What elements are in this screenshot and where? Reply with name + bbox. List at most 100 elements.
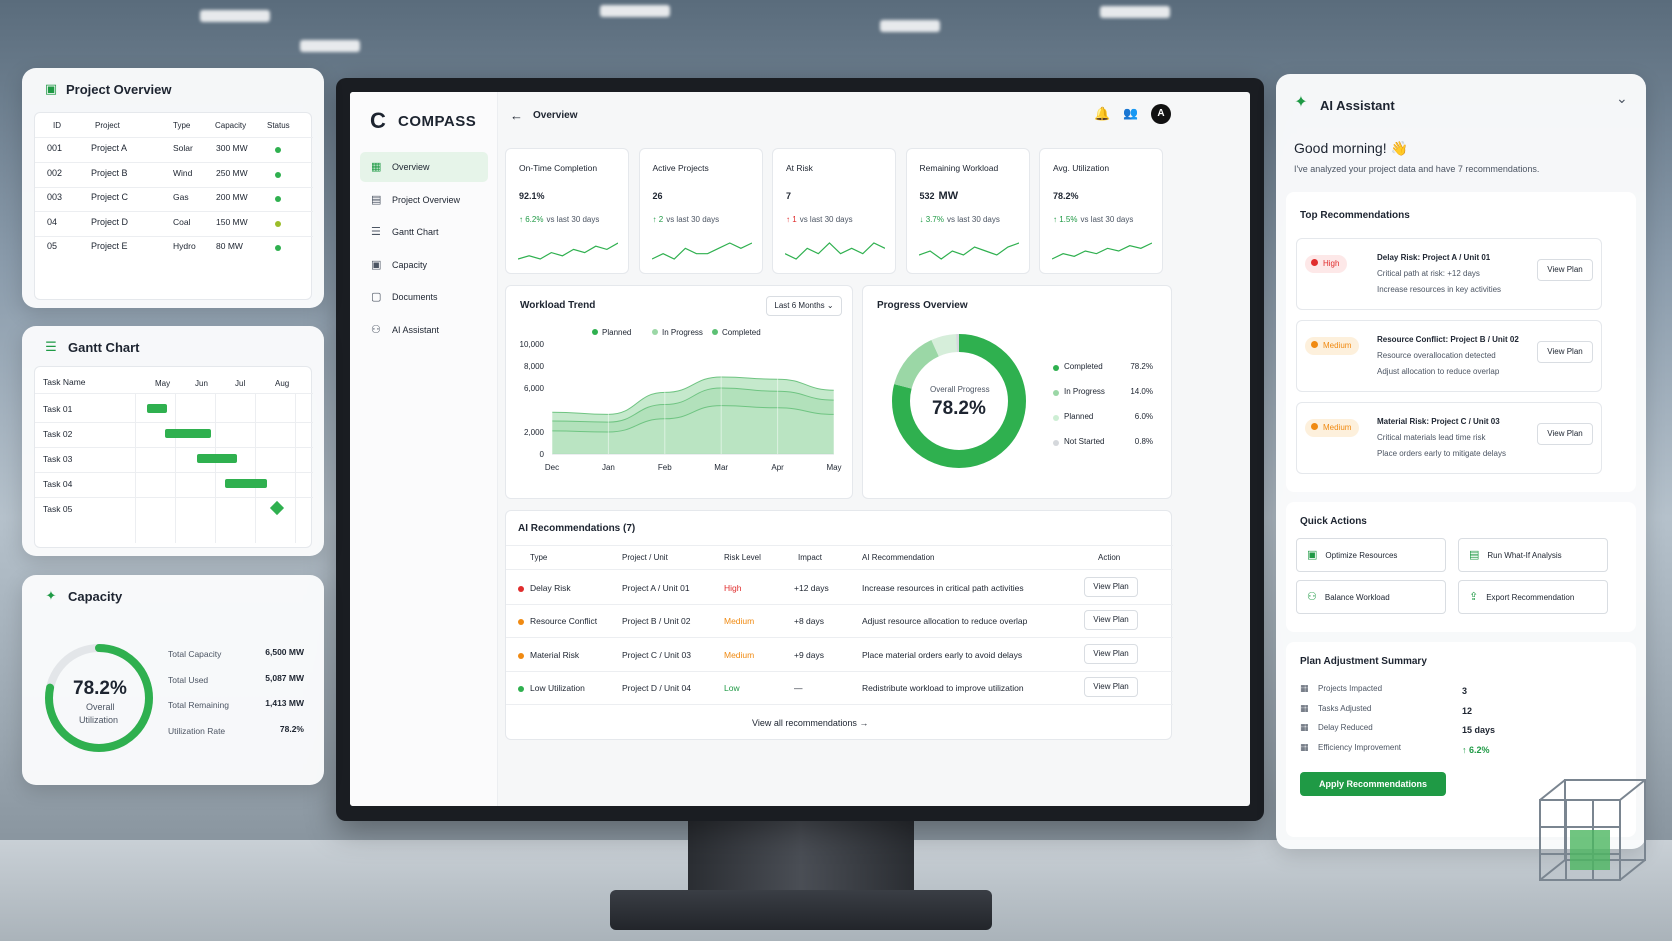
greeting: Good morning! 👋 (1294, 140, 1408, 156)
table-row[interactable]: Material Risk Project C / Unit 03 Medium +9… (506, 640, 1173, 672)
view-all-link[interactable]: View all recommendations → (752, 718, 868, 728)
donut-slice-not-started[interactable] (892, 334, 1026, 468)
nav-item-label: Gantt Chart (392, 227, 439, 238)
area-completed (552, 405, 834, 454)
gantt-task-header: Task Name (43, 377, 86, 387)
gantt-bar[interactable] (147, 404, 167, 413)
gantt-bar[interactable] (225, 479, 267, 488)
rec-text: Increase resources in critical path acti… (862, 583, 1024, 593)
legend-value: 6.0% (1134, 412, 1153, 421)
recs-title: AI Recommendations (7) (518, 523, 636, 534)
view-plan-button[interactable]: View Plan (1537, 423, 1593, 445)
kpi-card[interactable]: Remaining Workload 532 MW ↓ 3.7% vs last 30 … (905, 148, 1030, 274)
gantt-task-name: Task 01 (43, 404, 73, 414)
chevron-down-icon[interactable]: ⌄ (1616, 90, 1628, 106)
row-type: Gas (173, 192, 189, 202)
nav-item-gantt-chart[interactable]: ☰ Gantt Chart (360, 217, 488, 247)
rec-project: Project C / Unit 03 (622, 649, 691, 660)
section-title: Quick Actions (1300, 516, 1367, 527)
recommendation-card[interactable]: Medium Material Risk: Project C / Unit 03… (1296, 402, 1602, 474)
rec-risk-level: High (724, 583, 742, 593)
x-tick-label: Jan (602, 463, 615, 472)
row-type: Hydro (173, 241, 196, 251)
kpi-card[interactable]: Active Projects 26 ↑ 2 vs last 30 days (638, 148, 763, 274)
nav-item-ai-assistant[interactable]: ⚇ AI Assistant (360, 315, 488, 345)
monitor-stand (688, 821, 914, 893)
quick-action-button[interactable]: ⚇ Balance Workload (1296, 580, 1446, 614)
recommendation-card[interactable]: Medium Resource Conflict: Project B / Uni… (1296, 320, 1602, 392)
brand-name[interactable]: COMPASS (398, 113, 477, 130)
top-recommendations-section: Top Recommendations High Delay Risk: Proj… (1286, 192, 1636, 492)
kpi-card[interactable]: On-Time Completion 92.1% ↑ 6.2% vs last 30 … (505, 148, 629, 274)
capacity-stat-label: Total Capacity (168, 649, 222, 659)
recommendation-action-text: Place orders early to mitigate delays (1377, 449, 1506, 458)
table-header: Project (95, 121, 120, 130)
nav-item-documents[interactable]: ▢ Documents (360, 282, 488, 312)
back-arrow-icon[interactable]: ← (510, 108, 523, 123)
nav-item-project-overview[interactable]: ▤ Project Overview (360, 185, 488, 215)
table-row[interactable]: 003 Project C Gas 200 MW (35, 188, 313, 212)
legend-label: In Progress (1064, 387, 1105, 396)
view-plan-button[interactable]: View Plan (1537, 259, 1593, 281)
gantt-bar[interactable] (197, 454, 237, 463)
legend-swatch (652, 329, 658, 335)
area-planned (552, 377, 834, 454)
gantt-bar[interactable] (165, 429, 211, 438)
x-tick-label: May (826, 463, 841, 472)
nav-item-label: Documents (392, 292, 438, 303)
view-plan-button[interactable]: View Plan (1084, 676, 1138, 697)
users-icon[interactable]: 👥 (1123, 106, 1138, 120)
rec-text: Place material orders early to avoid del… (862, 649, 1023, 660)
nav-item-capacity[interactable]: ▣ Capacity (360, 250, 488, 280)
apply-recommendations-button[interactable]: Apply Recommendations (1300, 772, 1446, 796)
view-plan-button[interactable]: View Plan (1084, 610, 1138, 631)
table-row[interactable]: 002 Project B Wind 250 MW (35, 164, 313, 188)
sparkle-icon: ✦ (45, 588, 57, 603)
kpi-value: 92.1% (519, 183, 545, 205)
quick-action-button[interactable]: ⇪ Export Recommendation (1458, 580, 1608, 614)
table-row[interactable]: 04 Project D Coal 150 MW (35, 213, 313, 237)
kpi-card[interactable]: Avg. Utilization 78.2% ↑ 1.5% vs last 30 da… (1039, 148, 1163, 274)
table-header: Impact (798, 553, 823, 562)
section-title: Top Recommendations (1300, 210, 1410, 221)
plan-summary-section: Plan Adjustment Summary ▦ Projects Impact… (1286, 642, 1636, 837)
view-plan-button[interactable]: View Plan (1537, 341, 1593, 363)
gantt-milestone[interactable] (269, 500, 285, 516)
recommendation-card[interactable]: High Delay Risk: Project A / Unit 01 Criti… (1296, 238, 1602, 310)
panel-title: Capacity (68, 589, 123, 604)
compass-logo-icon: C (370, 108, 386, 133)
rec-type: Resource Conflict (530, 616, 598, 627)
gantt-month-label: May (155, 379, 171, 388)
kpi-card[interactable]: At Risk 7 ↑ 1 vs last 30 days (772, 148, 896, 274)
table-row[interactable]: Low Utilization Project D / Unit 04 Low — Re… (506, 673, 1173, 705)
table-row[interactable]: 05 Project E Hydro 80 MW (35, 237, 313, 261)
risk-dot (518, 685, 524, 692)
table-row[interactable]: Resource Conflict Project B / Unit 02 Medi… (506, 606, 1173, 639)
grid-icon: ▦ (371, 161, 382, 173)
project-table: ID Project Type Capacity Status 001 Project A S… (34, 112, 313, 300)
capacity-panel: ✦ Capacity 78.2% Overall Utilization Tot… (22, 575, 324, 785)
row-id: 05 (47, 241, 58, 251)
kpi-delta: ↑ 1 vs last 30 days (786, 215, 853, 224)
rec-type: Delay Risk (530, 583, 571, 593)
recommendation-detail: Critical path at risk: +12 days (1377, 269, 1480, 278)
rec-text: Adjust resource allocation to reduce ove… (862, 616, 1028, 627)
avatar[interactable]: A (1151, 104, 1171, 124)
rec-project: Project B / Unit 02 (622, 616, 691, 627)
bell-icon[interactable]: 🔔 (1094, 106, 1111, 121)
row-capacity: 80 MW (216, 241, 243, 251)
quick-action-button[interactable]: ▣ Optimize Resources (1296, 538, 1446, 572)
range-select[interactable]: Last 6 Months ⌄ (766, 296, 842, 316)
divider (35, 211, 313, 212)
recommendation-detail: Resource overallocation detected (1377, 351, 1496, 360)
kpi-value-number: 92.1% (519, 191, 545, 201)
x-tick-label: Apr (771, 463, 784, 472)
kpi-label: At Risk (786, 163, 813, 173)
table-row[interactable]: 001 Project A Solar 300 MW (35, 139, 313, 163)
view-plan-button[interactable]: View Plan (1084, 577, 1138, 597)
gantt-gridline (135, 393, 136, 543)
view-plan-button[interactable]: View Plan (1084, 643, 1138, 664)
quick-action-button[interactable]: ▤ Run What-If Analysis (1458, 538, 1608, 572)
nav-item-overview[interactable]: ▦ Overview (360, 152, 488, 182)
table-row[interactable]: Delay Risk Project A / Unit 01 High +12 day… (506, 573, 1173, 605)
